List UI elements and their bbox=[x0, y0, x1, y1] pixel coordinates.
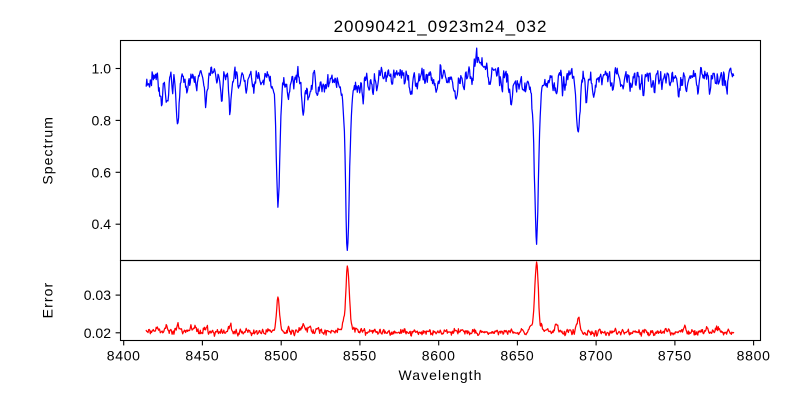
svg-text:8700: 8700 bbox=[579, 347, 613, 363]
svg-text:8550: 8550 bbox=[343, 347, 377, 363]
svg-text:0.03: 0.03 bbox=[84, 287, 111, 303]
svg-text:0.02: 0.02 bbox=[84, 325, 111, 341]
svg-text:Spectrum: Spectrum bbox=[40, 116, 56, 185]
svg-text:0.8: 0.8 bbox=[92, 112, 112, 128]
svg-text:20090421_0923m24_032: 20090421_0923m24_032 bbox=[334, 17, 548, 36]
svg-text:1.0: 1.0 bbox=[92, 61, 112, 77]
svg-text:8800: 8800 bbox=[737, 347, 771, 363]
svg-text:0.6: 0.6 bbox=[92, 164, 112, 180]
svg-text:8650: 8650 bbox=[500, 347, 534, 363]
svg-text:8750: 8750 bbox=[658, 347, 692, 363]
svg-text:0.4: 0.4 bbox=[92, 216, 112, 232]
svg-text:Wavelength: Wavelength bbox=[399, 367, 483, 383]
svg-text:8400: 8400 bbox=[107, 347, 141, 363]
svg-text:Error: Error bbox=[40, 282, 56, 319]
svg-text:8500: 8500 bbox=[264, 347, 298, 363]
svg-text:8450: 8450 bbox=[185, 347, 219, 363]
svg-text:8600: 8600 bbox=[422, 347, 456, 363]
